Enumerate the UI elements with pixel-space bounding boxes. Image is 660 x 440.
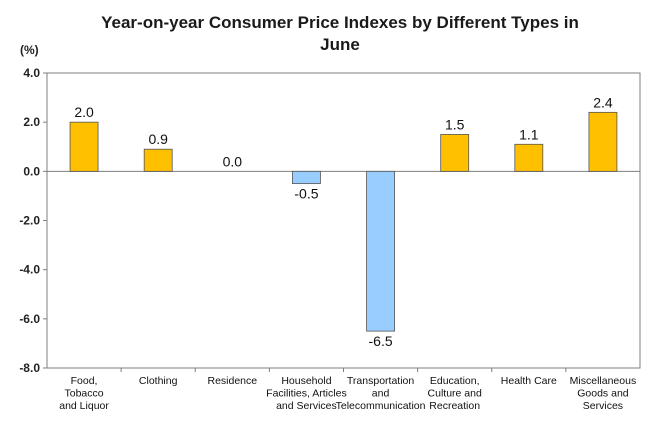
bar bbox=[514, 143, 544, 172]
x-category-label-line: Goods and bbox=[577, 388, 629, 400]
x-category-label-line: Education, bbox=[430, 375, 480, 387]
y-tick-label: 2.0 bbox=[23, 115, 40, 129]
y-tick-label: -6.0 bbox=[19, 312, 40, 326]
bar-data-label: 0.9 bbox=[148, 131, 168, 147]
x-category-label-line: Clothing bbox=[139, 375, 178, 387]
x-category-label-line: Household bbox=[281, 375, 331, 387]
y-tick-label: 4.0 bbox=[23, 66, 40, 80]
x-category-label: Health Care bbox=[501, 375, 557, 387]
y-tick-label: 0.0 bbox=[23, 164, 40, 178]
chart-title-line-1: Year-on-year Consumer Price Indexes by D… bbox=[101, 13, 579, 32]
x-category-label: Transportation and Telecommunication bbox=[336, 375, 426, 412]
y-axis-unit-label: (%) bbox=[20, 43, 39, 57]
bar-data-label: 0.0 bbox=[223, 153, 243, 169]
x-category-label-line: Health Care bbox=[501, 375, 557, 387]
y-tick-label: -8.0 bbox=[19, 361, 40, 375]
plot-area: 4.0 2.0 0.0 -2.0 -4.0 -6.0 -8.0 2.0 Food, Tobacco… bbox=[19, 66, 641, 412]
x-category-label: Miscellaneous Goods and Services bbox=[570, 375, 637, 412]
x-category-label-line: and Services bbox=[276, 400, 337, 412]
x-category-label: Food, Tobacco and Liquor bbox=[59, 375, 109, 412]
bar-data-label: 1.5 bbox=[445, 116, 465, 132]
bar bbox=[69, 121, 99, 172]
bar-data-label: 1.1 bbox=[519, 126, 539, 142]
x-category-label-line: Recreation bbox=[429, 400, 480, 412]
bar bbox=[292, 170, 321, 185]
x-category-label-line: Facilities, Articles bbox=[266, 388, 347, 400]
x-category-label-line: Tobacco bbox=[65, 388, 104, 400]
chart-title: Year-on-year Consumer Price Indexes by D… bbox=[60, 12, 620, 56]
x-category-label-line: Services bbox=[583, 400, 623, 412]
x-category-label: Clothing bbox=[139, 375, 178, 387]
x-category-label-line: Food, bbox=[71, 375, 98, 387]
x-category-label: Household Facilities, Articles and Service… bbox=[266, 375, 347, 412]
bar-data-label: 2.0 bbox=[74, 104, 94, 120]
x-category-label: Education, Culture and Recreation bbox=[428, 375, 482, 412]
x-category-label-line: Culture and bbox=[428, 388, 482, 400]
bar-data-label: -6.5 bbox=[369, 333, 393, 349]
bar bbox=[143, 148, 173, 172]
x-category-label: Residence bbox=[208, 375, 258, 387]
x-category-label-line: and Liquor bbox=[59, 400, 109, 412]
x-category-label-line: and bbox=[372, 388, 390, 400]
bar bbox=[366, 170, 395, 332]
x-category-label-line: Telecommunication bbox=[336, 400, 426, 412]
x-category-label-line: Transportation bbox=[347, 375, 414, 387]
plot-frame bbox=[46, 72, 641, 369]
bar-data-label: 2.4 bbox=[593, 94, 613, 110]
y-tick-label: -2.0 bbox=[19, 214, 40, 228]
x-category-label-line: Miscellaneous bbox=[570, 375, 637, 387]
y-tick-label: -4.0 bbox=[19, 263, 40, 277]
bar bbox=[440, 134, 470, 172]
chart-title-line-2: June bbox=[320, 35, 360, 54]
x-category-label-line: Residence bbox=[208, 375, 258, 387]
bar-data-label: -0.5 bbox=[294, 186, 318, 202]
bar bbox=[588, 111, 618, 172]
